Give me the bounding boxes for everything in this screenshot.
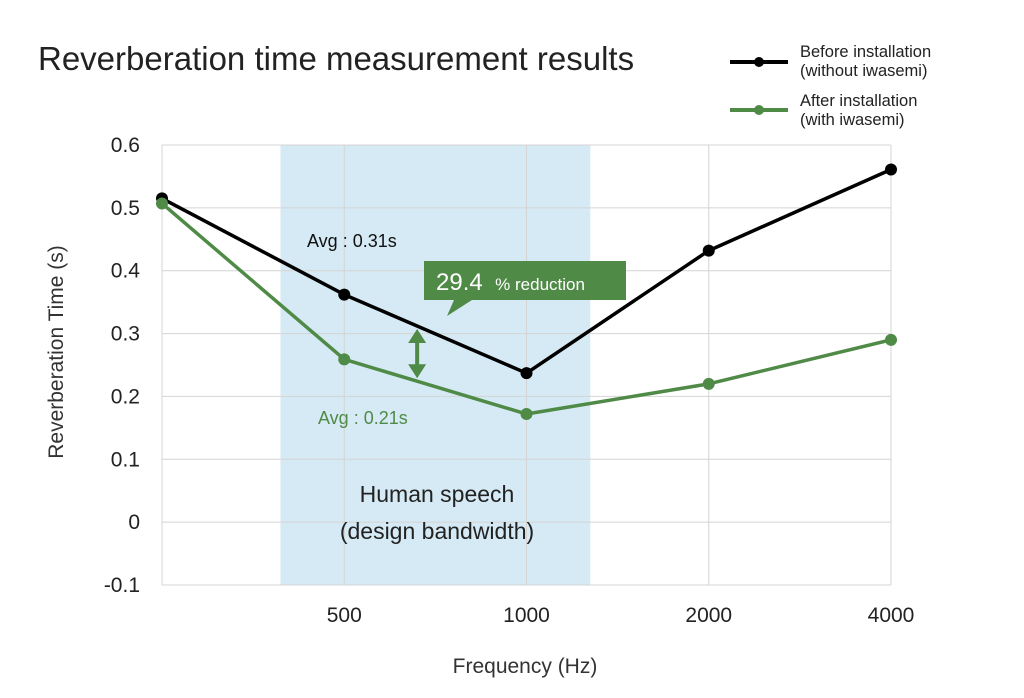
x-tick-label: 500: [327, 604, 362, 627]
callout-text: 29.4 % reduction: [436, 269, 585, 296]
data-point-after: [885, 333, 897, 346]
data-point-after: [702, 377, 715, 390]
data-point-after: [338, 353, 351, 366]
arrow-head-down: [408, 364, 427, 379]
y-tick-labels: 0.6 0.5 0.4 0.3 0.2 0.1 0 -0.1: [104, 134, 140, 597]
y-tick-label: 0.2: [111, 385, 140, 408]
y-axis-label: Reverberation Time (s): [45, 245, 68, 459]
series-layer: [156, 163, 897, 421]
avg-after-label: Avg : 0.21s: [318, 408, 408, 428]
legend-label-before-line1: Before installation: [800, 43, 931, 61]
y-tick-label: 0.6: [111, 134, 140, 157]
chart-title: Reverberation time measurement results: [38, 40, 634, 77]
legend: Before installation (without iwasemi) Af…: [730, 43, 931, 129]
legend-marker-after: [754, 105, 764, 115]
legend-label-after-line1: After installation: [800, 92, 917, 110]
y-tick-label: -0.1: [104, 574, 140, 597]
data-point-before: [702, 244, 715, 257]
legend-marker-before: [754, 57, 764, 67]
grid: [161, 144, 892, 586]
y-tick-label: 0.5: [111, 197, 140, 220]
y-tick-label: 0.1: [111, 448, 140, 471]
x-tick-label: 1000: [503, 604, 550, 627]
data-point-before: [520, 367, 533, 380]
band-label-line1: Human speech: [360, 481, 515, 507]
x-axis-label: Frequency (Hz): [453, 655, 598, 678]
legend-label-before-line2: (without iwasemi): [800, 62, 927, 80]
y-tick-label: 0: [128, 511, 140, 534]
band-label-line2: (design bandwidth): [340, 518, 534, 544]
data-point-after: [520, 408, 533, 421]
reduction-callout: 29.4 % reduction: [424, 261, 626, 316]
y-tick-label: 0.3: [111, 323, 140, 346]
x-tick-label: 4000: [868, 604, 915, 627]
x-tick-label: 2000: [685, 604, 732, 627]
arrow-head-up: [408, 329, 427, 344]
callout-box: [424, 261, 626, 316]
reduction-value: 29.4: [436, 269, 483, 296]
data-point-before: [338, 288, 351, 301]
reduction-arrow: [408, 329, 427, 379]
data-point-after: [156, 197, 168, 210]
data-point-before: [885, 163, 897, 176]
avg-before-label: Avg : 0.31s: [307, 231, 397, 251]
reduction-label: % reduction: [495, 275, 585, 294]
x-tick-labels: 500 1000 2000 4000: [327, 604, 915, 627]
legend-label-after-line2: (with iwasemi): [800, 111, 905, 129]
y-tick-label: 0.4: [111, 260, 141, 283]
